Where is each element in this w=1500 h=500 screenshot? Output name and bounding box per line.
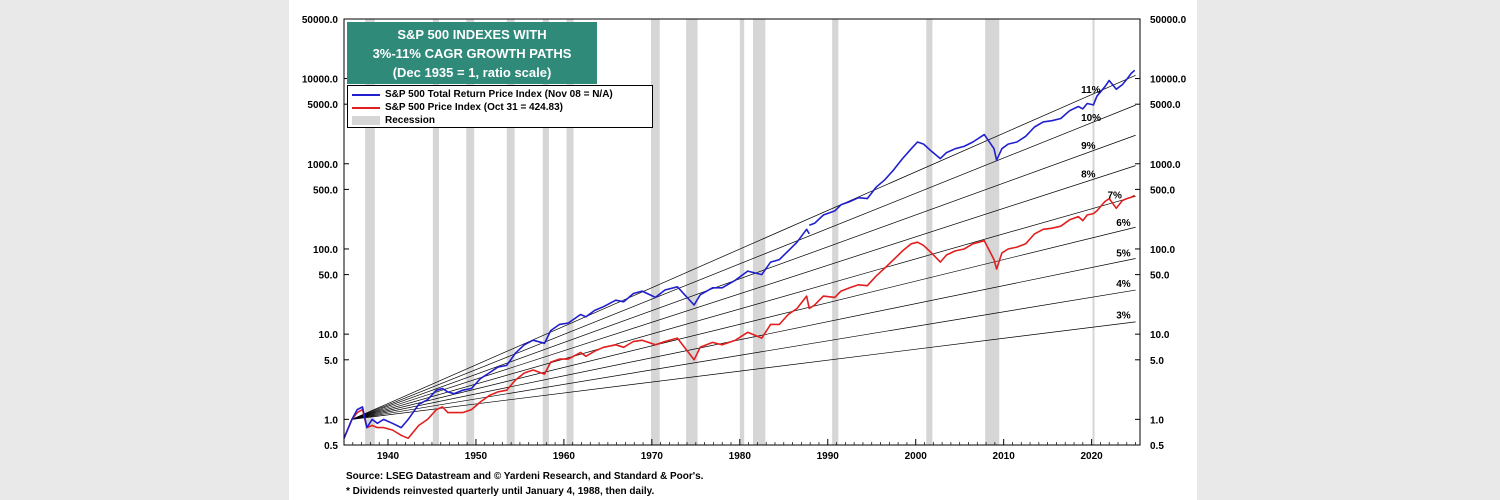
recession-band-6 [650, 19, 660, 445]
recession-band-11 [926, 19, 933, 445]
legend-label-price-index: S&P 500 Price Index (Oct 31 = 424.83) [385, 102, 563, 113]
recession-band-8 [739, 19, 745, 445]
cagr-line-4pct [351, 289, 1136, 420]
dividend-footnote: * Dividends reinvested quarterly until J… [346, 486, 655, 497]
cagr-labels: 3% 4% 5% 6% 7% 8% 9% 10% 11% [1081, 85, 1131, 321]
recession-band-5 [566, 19, 574, 445]
legend-swatch-recession [352, 116, 380, 125]
cagr-line-5pct [351, 258, 1136, 420]
axes: 50000.0 50000.0 10000.0 10000.0 5000.0 5000.0… [302, 15, 1187, 462]
y-tick-label-left: 5000.0 [307, 100, 338, 111]
y-tick-label-left: 500.0 [313, 185, 338, 196]
cagr-label-6pct: 6% [1116, 218, 1131, 229]
y-tick-label-left: 1000.0 [307, 160, 338, 171]
legend-entry-price-index: S&P 500 Price Index (Oct 31 = 424.83) [348, 101, 652, 114]
y-tick-label-left: 0.5 [324, 441, 338, 452]
legend-entry-recession: Recession [348, 114, 652, 127]
x-tick-label: 1990 [817, 451, 840, 462]
y-tick-label-left: 10000.0 [302, 75, 339, 86]
x-tick-label: 2000 [905, 451, 928, 462]
recession-band-4 [542, 19, 549, 445]
y-tick-label-right: 50.0 [1150, 271, 1170, 282]
legend-label-recession: Recession [385, 115, 436, 126]
cagr-label-4pct: 4% [1116, 279, 1131, 290]
chart-title-line-2: 3%-11% CAGR GROWTH PATHS [372, 45, 572, 61]
series-line-total-return [343, 69, 1136, 439]
y-tick-label-right: 50000.0 [1150, 15, 1187, 26]
y-tick-label-right: 1.0 [1150, 415, 1164, 426]
legend-swatch-price-index [352, 106, 380, 109]
chart-title-line-1: S&P 500 INDEXES WITH [397, 26, 547, 42]
cagr-label-8pct: 8% [1081, 169, 1096, 180]
x-tick-label: 1970 [641, 451, 664, 462]
recession-band-3 [506, 19, 515, 445]
cagr-line-7pct [351, 195, 1136, 420]
x-tick-label: 1950 [465, 451, 488, 462]
cagr-line-10pct [351, 104, 1136, 420]
x-tick-label: 2010 [993, 451, 1016, 462]
legend: S&P 500 Total Return Price Index (Nov 08… [347, 85, 653, 128]
y-tick-label-right: 1000.0 [1150, 160, 1181, 171]
x-tick-label: 1980 [729, 451, 752, 462]
legend-entry-total-return: S&P 500 Total Return Price Index (Nov 08… [348, 88, 652, 101]
recession-band-10 [832, 19, 839, 445]
y-tick-label-left: 100.0 [313, 245, 338, 256]
series-line-price-index [343, 194, 1136, 440]
recession-band-12 [985, 19, 1000, 445]
chart-footer: Source: LSEG Datastream and © Yardeni Re… [346, 469, 703, 499]
cagr-label-5pct: 5% [1116, 248, 1131, 259]
recession-band-1 [432, 19, 439, 445]
source-note: Source: LSEG Datastream and © Yardeni Re… [346, 471, 704, 482]
series-lines [343, 69, 1136, 440]
y-tick-label-left: 50.0 [319, 271, 339, 282]
recession-band-9 [752, 19, 766, 445]
cagr-label-11pct: 11% [1081, 85, 1101, 96]
recession-band-13 [1092, 19, 1095, 445]
legend-swatch-total-return [352, 93, 380, 96]
legend-label-total-return: S&P 500 Total Return Price Index (Nov 08… [385, 89, 613, 100]
y-tick-label-right: 500.0 [1150, 185, 1175, 196]
chart-title-box: S&P 500 INDEXES WITH 3%-11% CAGR GROWTH … [347, 22, 597, 84]
recession-band-2 [466, 19, 475, 445]
cagr-label-10pct: 10% [1081, 113, 1101, 124]
y-tick-label-right: 0.5 [1150, 441, 1164, 452]
y-tick-label-left: 50000.0 [302, 15, 339, 26]
recession-bands [365, 19, 1095, 445]
y-tick-label-right: 5.0 [1150, 356, 1164, 367]
y-tick-label-right: 10000.0 [1150, 75, 1187, 86]
cagr-label-9pct: 9% [1081, 141, 1096, 152]
plot-frame [343, 18, 1141, 446]
y-tick-label-left: 1.0 [324, 415, 338, 426]
y-tick-label-left: 5.0 [324, 356, 338, 367]
y-tick-label-left: 10.0 [319, 330, 339, 341]
cagr-label-3pct: 3% [1116, 310, 1131, 321]
recession-band-7 [686, 19, 698, 445]
x-tick-label: 1940 [377, 451, 400, 462]
y-tick-label-right: 5000.0 [1150, 100, 1181, 111]
x-tick-label: 2020 [1080, 451, 1103, 462]
cagr-line-9pct [351, 134, 1136, 420]
cagr-line-6pct [351, 226, 1136, 420]
y-tick-label-right: 100.0 [1150, 245, 1175, 256]
y-tick-label-right: 10.0 [1150, 330, 1170, 341]
x-tick-label: 1960 [553, 451, 576, 462]
cagr-line-11pct [351, 74, 1136, 420]
recession-band-0 [365, 19, 375, 445]
chart-title-line-3: (Dec 1935 = 1, ratio scale) [392, 64, 552, 80]
cagr-label-7pct: 7% [1107, 190, 1122, 201]
cagr-line-3pct [351, 321, 1136, 420]
cagr-growth-paths [351, 74, 1136, 420]
